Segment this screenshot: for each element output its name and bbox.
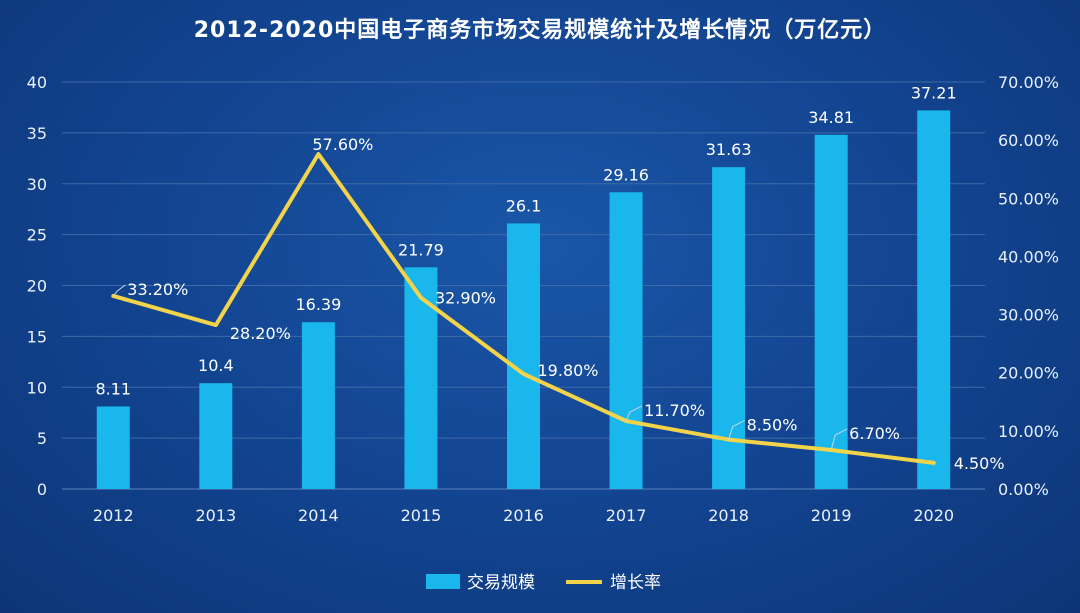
- line-value-label: 19.80%: [538, 361, 599, 380]
- line-label-leader: [728, 420, 745, 440]
- x-tick-label: 2012: [93, 506, 134, 525]
- line-value-label: 33.20%: [127, 280, 188, 299]
- x-tick-label: 2017: [606, 506, 647, 525]
- bar-value-label: 16.39: [295, 295, 341, 314]
- line-value-label: 11.70%: [644, 401, 705, 420]
- y-right-tick-label: 70.00%: [998, 73, 1059, 92]
- y-left-tick-label: 5: [37, 429, 47, 448]
- bar-value-label: 21.79: [398, 240, 444, 259]
- line-value-label: 6.70%: [849, 424, 900, 443]
- bar: [609, 192, 643, 489]
- y-right-tick-label: 40.00%: [998, 247, 1059, 266]
- y-left-tick-label: 10: [27, 378, 47, 397]
- y-left-tick-label: 25: [27, 226, 47, 245]
- bar-value-label: 26.1: [506, 196, 542, 215]
- y-left-tick-label: 20: [27, 277, 47, 296]
- x-tick-label: 2020: [913, 506, 954, 525]
- x-tick-label: 2015: [401, 506, 442, 525]
- line-value-label: 28.20%: [230, 324, 291, 343]
- bar-value-label: 8.11: [95, 379, 131, 398]
- bar-value-label: 37.21: [911, 83, 957, 102]
- bar: [199, 383, 233, 489]
- bar-value-label: 34.81: [808, 108, 854, 127]
- legend-bar-swatch: [426, 574, 460, 589]
- y-left-tick-label: 40: [27, 73, 47, 92]
- line-value-label: 32.90%: [435, 289, 496, 308]
- y-right-tick-label: 30.00%: [998, 306, 1059, 325]
- y-left-tick-label: 35: [27, 124, 47, 143]
- y-left-tick-label: 15: [27, 327, 47, 346]
- y-right-tick-label: 20.00%: [998, 364, 1059, 383]
- growth-line: [111, 152, 936, 465]
- x-tick-label: 2014: [298, 506, 339, 525]
- line-value-label: 8.50%: [747, 416, 798, 435]
- bar: [301, 322, 335, 489]
- legend-label: 增长率: [610, 573, 661, 593]
- y-right-tick-label: 50.00%: [998, 189, 1059, 208]
- y-right-tick-label: 0.00%: [998, 480, 1049, 499]
- line-label-leader: [625, 405, 643, 422]
- line-value-label: 57.60%: [312, 135, 373, 154]
- bar: [712, 167, 746, 490]
- chart-title: 2012-2020中国电子商务市场交易规模统计及增长情况（万亿元）: [193, 18, 887, 43]
- bar: [917, 110, 951, 490]
- y-right-tick-label: 10.00%: [998, 422, 1059, 441]
- x-tick-label: 2019: [811, 506, 852, 525]
- x-tick-label: 2013: [195, 506, 236, 525]
- bar: [404, 267, 438, 489]
- line-label-leader: [112, 284, 126, 297]
- line-value-label: 4.50%: [954, 454, 1005, 473]
- bar-value-label: 10.4: [198, 356, 234, 375]
- bar: [814, 134, 848, 490]
- bar: [96, 406, 130, 489]
- line-label-leader: [830, 428, 848, 451]
- y-right-tick-label: 60.00%: [998, 131, 1059, 150]
- legend-label: 交易规模: [467, 573, 535, 593]
- bar: [507, 223, 540, 489]
- bar-value-label: 29.16: [603, 165, 649, 184]
- bar-value-label: 31.63: [706, 140, 752, 159]
- x-tick-label: 2018: [708, 506, 749, 525]
- x-tick-label: 2016: [503, 506, 544, 525]
- y-left-tick-label: 30: [27, 175, 47, 194]
- y-left-tick-label: 0: [37, 480, 47, 499]
